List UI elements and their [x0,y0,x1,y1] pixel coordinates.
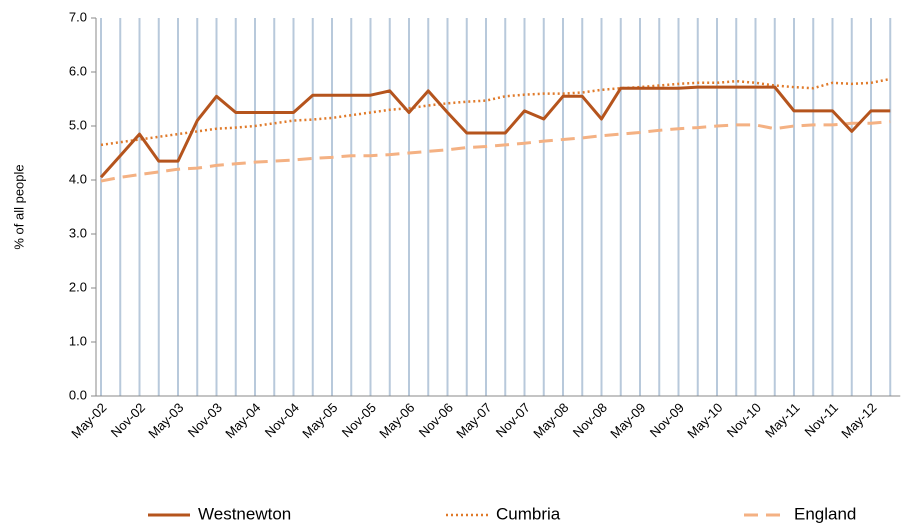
line-england [100,120,891,183]
x-tick-label: May-05 [299,400,340,441]
x-tick-label: Nov-02 [108,400,148,440]
x-tick-label: Nov-06 [416,400,456,440]
x-tick-label: May-10 [684,400,725,441]
y-tick-label: 0.0 [69,387,87,402]
y-tick-label: 1.0 [69,333,87,348]
line-cumbria [100,77,891,147]
legend-label: Cumbria [496,504,561,523]
x-tick-label: Nov-04 [262,400,302,440]
x-tick-label: May-04 [222,400,263,441]
x-tick-label: Nov-08 [570,400,610,440]
y-tick-label: 5.0 [69,117,87,132]
x-tick-label: May-02 [68,400,109,441]
y-tick-label: 6.0 [69,63,87,78]
x-tick-label: May-06 [376,400,417,441]
legend-label: Westnewton [198,504,291,523]
x-tick-label: May-08 [530,400,571,441]
x-tick-label: May-03 [145,400,186,441]
y-axis-label: % of all people [11,164,26,249]
x-tick-label: Nov-09 [647,400,687,440]
x-tick-label: Nov-11 [801,400,841,440]
x-tick-label: May-09 [607,400,648,441]
x-tick-label: Nov-07 [493,400,533,440]
x-tick-label: Nov-05 [339,400,379,440]
y-tick-label: 4.0 [69,171,87,186]
line-westnewton [99,85,891,179]
legend-label: England [794,504,856,523]
y-tick-label: 7.0 [69,9,87,24]
y-tick-label: 3.0 [69,225,87,240]
x-tick-label: May-11 [762,400,803,441]
x-tick-label: May-12 [838,400,879,441]
x-tick-label: Nov-03 [185,400,225,440]
y-tick-label: 2.0 [69,279,87,294]
x-tick-label: May-07 [453,400,494,441]
x-tick-label: Nov-10 [724,400,764,440]
